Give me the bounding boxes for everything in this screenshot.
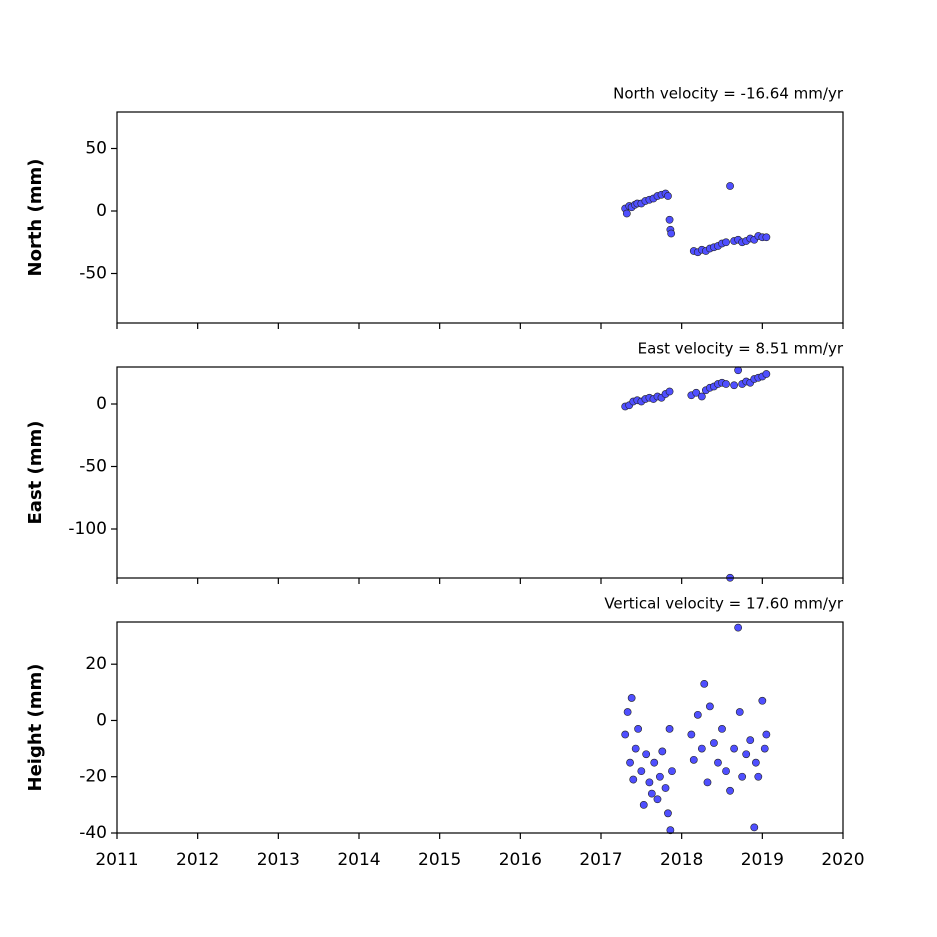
data-point xyxy=(658,747,667,756)
data-point xyxy=(687,730,696,739)
y-tick-label: -100 xyxy=(68,519,107,539)
data-point xyxy=(730,381,738,390)
x-tick-label: 2015 xyxy=(418,850,461,870)
data-point xyxy=(667,229,676,238)
data-point xyxy=(664,192,672,200)
data-point xyxy=(758,696,767,705)
data-point xyxy=(742,750,751,759)
data-point xyxy=(722,238,730,247)
axes-frame xyxy=(116,366,844,579)
data-point xyxy=(665,387,674,396)
y-tick-label: -50 xyxy=(79,457,107,477)
x-tick-label: 2014 xyxy=(337,850,380,870)
data-point xyxy=(750,823,759,832)
x-tick-label: 2019 xyxy=(741,850,784,870)
axes-frame xyxy=(116,111,844,324)
data-point xyxy=(703,778,712,787)
y-tick-label: 0 xyxy=(96,710,107,730)
data-point xyxy=(661,784,670,792)
data-point xyxy=(627,694,636,702)
y-tick-label: -50 xyxy=(79,264,107,284)
data-point xyxy=(734,366,743,375)
data-point xyxy=(746,736,755,745)
data-point xyxy=(735,708,744,716)
data-point xyxy=(697,744,706,753)
y-axis-label: North (mm) xyxy=(25,159,46,277)
data-point xyxy=(762,730,771,739)
y-tick-label: 0 xyxy=(96,201,107,221)
x-tick-label: 2013 xyxy=(257,850,300,870)
data-point xyxy=(693,710,702,719)
data-point xyxy=(664,809,672,818)
x-tick-label: 2012 xyxy=(176,850,219,870)
data-point xyxy=(706,702,714,711)
data-point xyxy=(722,380,730,388)
y-tick-label: 20 xyxy=(85,654,107,674)
y-axis-label: East (mm) xyxy=(25,421,46,525)
data-point xyxy=(738,772,747,781)
x-tick-label: 2017 xyxy=(579,850,622,870)
y-axis-label: Height (mm) xyxy=(25,664,46,792)
data-point xyxy=(665,215,674,224)
data-point xyxy=(647,789,656,798)
x-tick-label: 2016 xyxy=(499,850,542,870)
data-point xyxy=(622,209,631,218)
x-tick-label: 2018 xyxy=(660,850,703,870)
data-point xyxy=(762,233,771,242)
data-point xyxy=(665,725,674,733)
y-tick-label: -40 xyxy=(79,823,107,843)
data-point xyxy=(689,755,698,764)
y-tick-label: 50 xyxy=(85,139,107,159)
data-point xyxy=(650,758,659,767)
data-point xyxy=(692,388,701,397)
data-point xyxy=(718,725,726,733)
x-tick-label: 2011 xyxy=(95,850,138,870)
data-point xyxy=(655,772,664,781)
data-point xyxy=(631,744,640,753)
x-tick-label: 2020 xyxy=(821,850,864,870)
data-point xyxy=(626,758,634,767)
data-point xyxy=(751,758,760,767)
data-point xyxy=(629,775,638,784)
data-point xyxy=(634,725,643,733)
data-point xyxy=(700,679,709,688)
axes-frame xyxy=(116,621,844,834)
data-point xyxy=(623,708,632,716)
y-tick-label: -20 xyxy=(79,767,107,787)
data-point xyxy=(668,767,676,776)
panel-title: Vertical velocity = 17.60 mm/yr xyxy=(604,595,844,613)
data-point xyxy=(637,767,646,776)
data-point xyxy=(760,744,769,753)
data-point xyxy=(762,370,771,378)
panel-title: North velocity = -16.64 mm/yr xyxy=(613,85,844,103)
data-point xyxy=(645,778,654,787)
panel-title: East velocity = 8.51 mm/yr xyxy=(638,340,844,358)
data-point xyxy=(734,623,743,632)
data-point xyxy=(621,730,630,739)
data-point xyxy=(722,767,730,776)
data-point xyxy=(666,826,675,835)
y-tick-label: 0 xyxy=(96,394,107,414)
data-point xyxy=(639,800,648,809)
data-point xyxy=(653,795,662,804)
data-point xyxy=(710,739,718,747)
data-point xyxy=(714,758,722,767)
data-point xyxy=(726,786,734,795)
data-point xyxy=(726,182,734,190)
data-point xyxy=(697,392,706,401)
data-point xyxy=(642,750,651,759)
data-point xyxy=(754,772,763,781)
data-point xyxy=(730,744,738,753)
